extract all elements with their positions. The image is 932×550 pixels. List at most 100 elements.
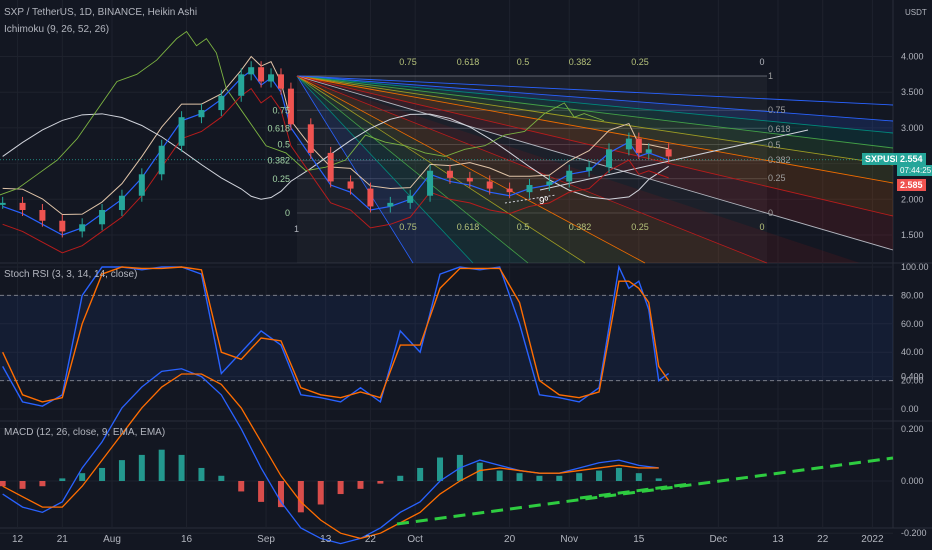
candle-body xyxy=(39,210,46,221)
macd-histogram-bar xyxy=(118,460,125,481)
x-tick-label: Aug xyxy=(103,534,121,545)
macd-histogram-bar xyxy=(238,481,245,492)
x-tick-label: 16 xyxy=(181,534,193,545)
candle-body xyxy=(486,181,493,189)
x-tick-label: 13 xyxy=(772,534,784,545)
macd-histogram-bar xyxy=(417,467,424,481)
x-tick-label: Nov xyxy=(560,534,578,545)
candle-body xyxy=(387,202,394,207)
fib-fan-ray xyxy=(296,75,894,217)
x-tick-label: 12 xyxy=(12,534,24,545)
fib-fan-ray xyxy=(296,75,894,134)
price-tick-label: 4.000 xyxy=(901,52,924,62)
candle-body xyxy=(79,224,86,232)
candle-body xyxy=(99,210,106,225)
macd-histogram-bar xyxy=(178,454,185,481)
price-tick-label: 2.000 xyxy=(901,194,924,204)
chart-title: SXP / TetherUS, 1D, BINANCE, Heikin Ashi xyxy=(4,7,198,18)
fib-top-label: 0.75 xyxy=(399,57,417,67)
fib-right-label: 0.618 xyxy=(768,124,791,134)
grid xyxy=(0,0,893,534)
candle-body xyxy=(625,138,632,150)
fib-right-label: 1 xyxy=(768,71,773,81)
currency-label: USDT xyxy=(905,8,927,17)
macd-histogram-bar xyxy=(99,467,106,481)
x-tick-label: Dec xyxy=(709,534,727,545)
macd-tick-label: 0.400 xyxy=(901,372,924,382)
fib-fan-ray xyxy=(296,75,894,106)
fib-top-label: 0.618 xyxy=(457,57,480,67)
ichimoku-tenkan xyxy=(2,69,669,236)
macd-histogram-bar xyxy=(556,475,563,481)
macd-histogram-bar xyxy=(576,473,583,481)
candle-body xyxy=(586,167,593,171)
fib-left-label: 0.25 xyxy=(272,174,290,184)
macd-histogram-bar xyxy=(158,449,165,481)
macd-tick-label: -0.200 xyxy=(901,528,927,538)
ichimoku-span-a xyxy=(2,55,669,216)
macd-histogram-bar xyxy=(0,481,6,487)
angle-label: 9º xyxy=(539,196,549,207)
fib-left-label: 0.382 xyxy=(267,156,290,166)
candle-body xyxy=(645,149,652,153)
macd-histogram-bar xyxy=(39,481,46,487)
macd-histogram-bar xyxy=(357,481,364,489)
fib-vfan-ray xyxy=(296,75,586,264)
x-tick-label: Sep xyxy=(257,534,275,545)
candle-body xyxy=(307,124,314,153)
fib-left-label: 0 xyxy=(285,208,290,218)
fib-bottom-label: 0.5 xyxy=(517,222,530,232)
candle-body xyxy=(635,138,642,153)
macd-histogram-bar xyxy=(397,475,404,481)
candle-body xyxy=(606,149,612,168)
price-tick-label: 3.000 xyxy=(901,123,924,133)
candles xyxy=(0,61,893,238)
x-tick-label: 2022 xyxy=(861,534,884,545)
candle-body xyxy=(118,195,125,211)
x-tick-label: 22 xyxy=(365,534,377,545)
fib-start-label: 1 xyxy=(294,224,299,234)
candle-body xyxy=(327,152,334,182)
macd-histogram-bar xyxy=(655,478,662,481)
macd-histogram-bar xyxy=(59,478,66,481)
fib-right-label: 0.75 xyxy=(768,105,786,115)
fib-bottom-label: 0.75 xyxy=(399,222,417,232)
candle-body xyxy=(0,202,6,205)
fib-right-label: 0.382 xyxy=(768,155,791,165)
fib-top-label: 0 xyxy=(759,57,764,67)
fib-right-label: 0.25 xyxy=(768,173,786,183)
macd-histogram-bar xyxy=(377,481,384,484)
stoch-tick-label: 20.00 xyxy=(901,376,924,386)
candle-body xyxy=(178,117,185,146)
candle-body xyxy=(506,188,513,193)
candle-body xyxy=(367,188,374,207)
macd-histogram-bar xyxy=(218,475,225,481)
fib-fan-ray xyxy=(296,75,894,149)
fib-left-label: 0.75 xyxy=(272,105,290,115)
fib-vfan-ray xyxy=(296,75,414,264)
candle-body xyxy=(466,177,473,182)
ichimoku-cloud xyxy=(0,30,669,254)
fib-right-label: 0.5 xyxy=(768,140,781,150)
fib-bottom-label: 0.382 xyxy=(569,222,592,232)
candle-body xyxy=(427,170,434,196)
ichimoku-label: Ichimoku (9, 26, 52, 26) xyxy=(4,24,110,35)
macd-histogram-bar xyxy=(297,481,304,513)
fib-vfan-ray xyxy=(296,75,646,264)
fibonacci-fan xyxy=(296,75,894,264)
fib-left-label: 0.5 xyxy=(277,140,290,150)
macd-histogram-bar xyxy=(258,481,265,502)
fib-vfan-ray xyxy=(296,75,474,264)
macd-tick-label: 0.000 xyxy=(901,476,924,486)
price-tick-label: 3.500 xyxy=(901,87,924,97)
fib-bottom-label: 0.25 xyxy=(631,222,649,232)
candle-body xyxy=(258,67,265,82)
macd-histogram-bar xyxy=(596,470,603,481)
candle-body xyxy=(526,185,533,193)
x-tick-label: 20 xyxy=(504,534,516,545)
stoch-tick-label: 0.00 xyxy=(901,404,919,414)
x-tick-label: Oct xyxy=(407,534,423,545)
macd-histogram-bar xyxy=(337,481,344,495)
fib-vfan-ray xyxy=(296,75,529,264)
